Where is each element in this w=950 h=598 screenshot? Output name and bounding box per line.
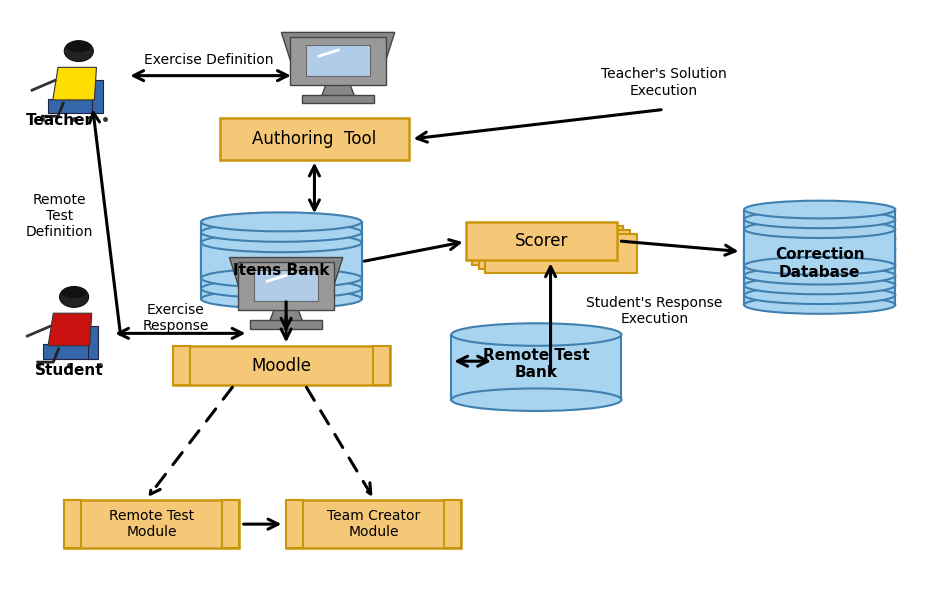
Ellipse shape xyxy=(62,287,86,298)
Ellipse shape xyxy=(201,223,362,242)
Polygon shape xyxy=(744,209,895,266)
FancyBboxPatch shape xyxy=(286,501,461,548)
Polygon shape xyxy=(744,249,895,305)
Ellipse shape xyxy=(744,296,895,314)
FancyBboxPatch shape xyxy=(65,501,238,548)
Polygon shape xyxy=(201,243,362,299)
Ellipse shape xyxy=(744,210,895,228)
Polygon shape xyxy=(451,334,621,399)
Polygon shape xyxy=(744,239,895,295)
FancyBboxPatch shape xyxy=(173,346,390,385)
FancyBboxPatch shape xyxy=(373,346,390,385)
Ellipse shape xyxy=(451,324,621,346)
Polygon shape xyxy=(201,222,362,278)
Ellipse shape xyxy=(66,41,91,51)
Ellipse shape xyxy=(744,201,895,218)
Text: Team Creator
Module: Team Creator Module xyxy=(327,509,420,539)
FancyBboxPatch shape xyxy=(48,99,100,113)
Ellipse shape xyxy=(744,230,895,248)
FancyBboxPatch shape xyxy=(479,230,630,269)
Text: Remote Test
Bank: Remote Test Bank xyxy=(484,348,590,380)
Polygon shape xyxy=(53,68,97,100)
FancyBboxPatch shape xyxy=(92,80,103,113)
FancyBboxPatch shape xyxy=(43,344,95,359)
Ellipse shape xyxy=(201,289,362,309)
Polygon shape xyxy=(48,313,92,346)
Text: Remote Test
Module: Remote Test Module xyxy=(109,509,194,539)
Ellipse shape xyxy=(744,276,895,294)
Polygon shape xyxy=(744,219,895,276)
FancyBboxPatch shape xyxy=(250,321,322,329)
Text: Teacher's Solution
Execution: Teacher's Solution Execution xyxy=(601,68,727,97)
FancyBboxPatch shape xyxy=(65,501,81,548)
FancyBboxPatch shape xyxy=(238,262,334,310)
FancyBboxPatch shape xyxy=(222,501,238,548)
Ellipse shape xyxy=(201,279,362,298)
Text: Correction
Database: Correction Database xyxy=(775,247,864,280)
FancyBboxPatch shape xyxy=(87,327,98,359)
Text: Student: Student xyxy=(34,362,104,377)
FancyBboxPatch shape xyxy=(466,222,617,261)
Text: Authoring  Tool: Authoring Tool xyxy=(253,130,376,148)
Polygon shape xyxy=(281,32,394,77)
Ellipse shape xyxy=(744,257,895,274)
Ellipse shape xyxy=(60,286,88,307)
Polygon shape xyxy=(201,232,362,289)
Ellipse shape xyxy=(65,41,93,62)
Ellipse shape xyxy=(744,240,895,258)
Polygon shape xyxy=(230,258,343,302)
Text: Exercise
Response: Exercise Response xyxy=(142,303,209,333)
FancyBboxPatch shape xyxy=(286,501,303,548)
FancyBboxPatch shape xyxy=(254,270,318,301)
FancyBboxPatch shape xyxy=(290,36,387,84)
Polygon shape xyxy=(321,83,355,97)
FancyBboxPatch shape xyxy=(220,118,408,160)
Ellipse shape xyxy=(201,212,362,231)
Ellipse shape xyxy=(744,220,895,238)
Ellipse shape xyxy=(451,389,621,411)
FancyBboxPatch shape xyxy=(472,226,623,265)
FancyBboxPatch shape xyxy=(306,45,371,76)
Text: Student's Response
Execution: Student's Response Execution xyxy=(586,296,723,326)
Text: Scorer: Scorer xyxy=(514,232,568,250)
Ellipse shape xyxy=(201,269,362,288)
Text: Remote
Test
Definition: Remote Test Definition xyxy=(26,193,93,239)
Text: Exercise Definition: Exercise Definition xyxy=(143,53,274,67)
Text: Items Bank: Items Bank xyxy=(233,263,330,278)
FancyBboxPatch shape xyxy=(173,346,190,385)
Ellipse shape xyxy=(744,286,895,304)
Polygon shape xyxy=(744,229,895,285)
Text: Moodle: Moodle xyxy=(252,356,312,375)
Text: Teacher: Teacher xyxy=(26,112,93,127)
FancyBboxPatch shape xyxy=(302,95,374,103)
FancyBboxPatch shape xyxy=(485,234,636,273)
Ellipse shape xyxy=(201,233,362,252)
Polygon shape xyxy=(269,308,303,323)
Ellipse shape xyxy=(744,267,895,285)
FancyBboxPatch shape xyxy=(444,501,461,548)
